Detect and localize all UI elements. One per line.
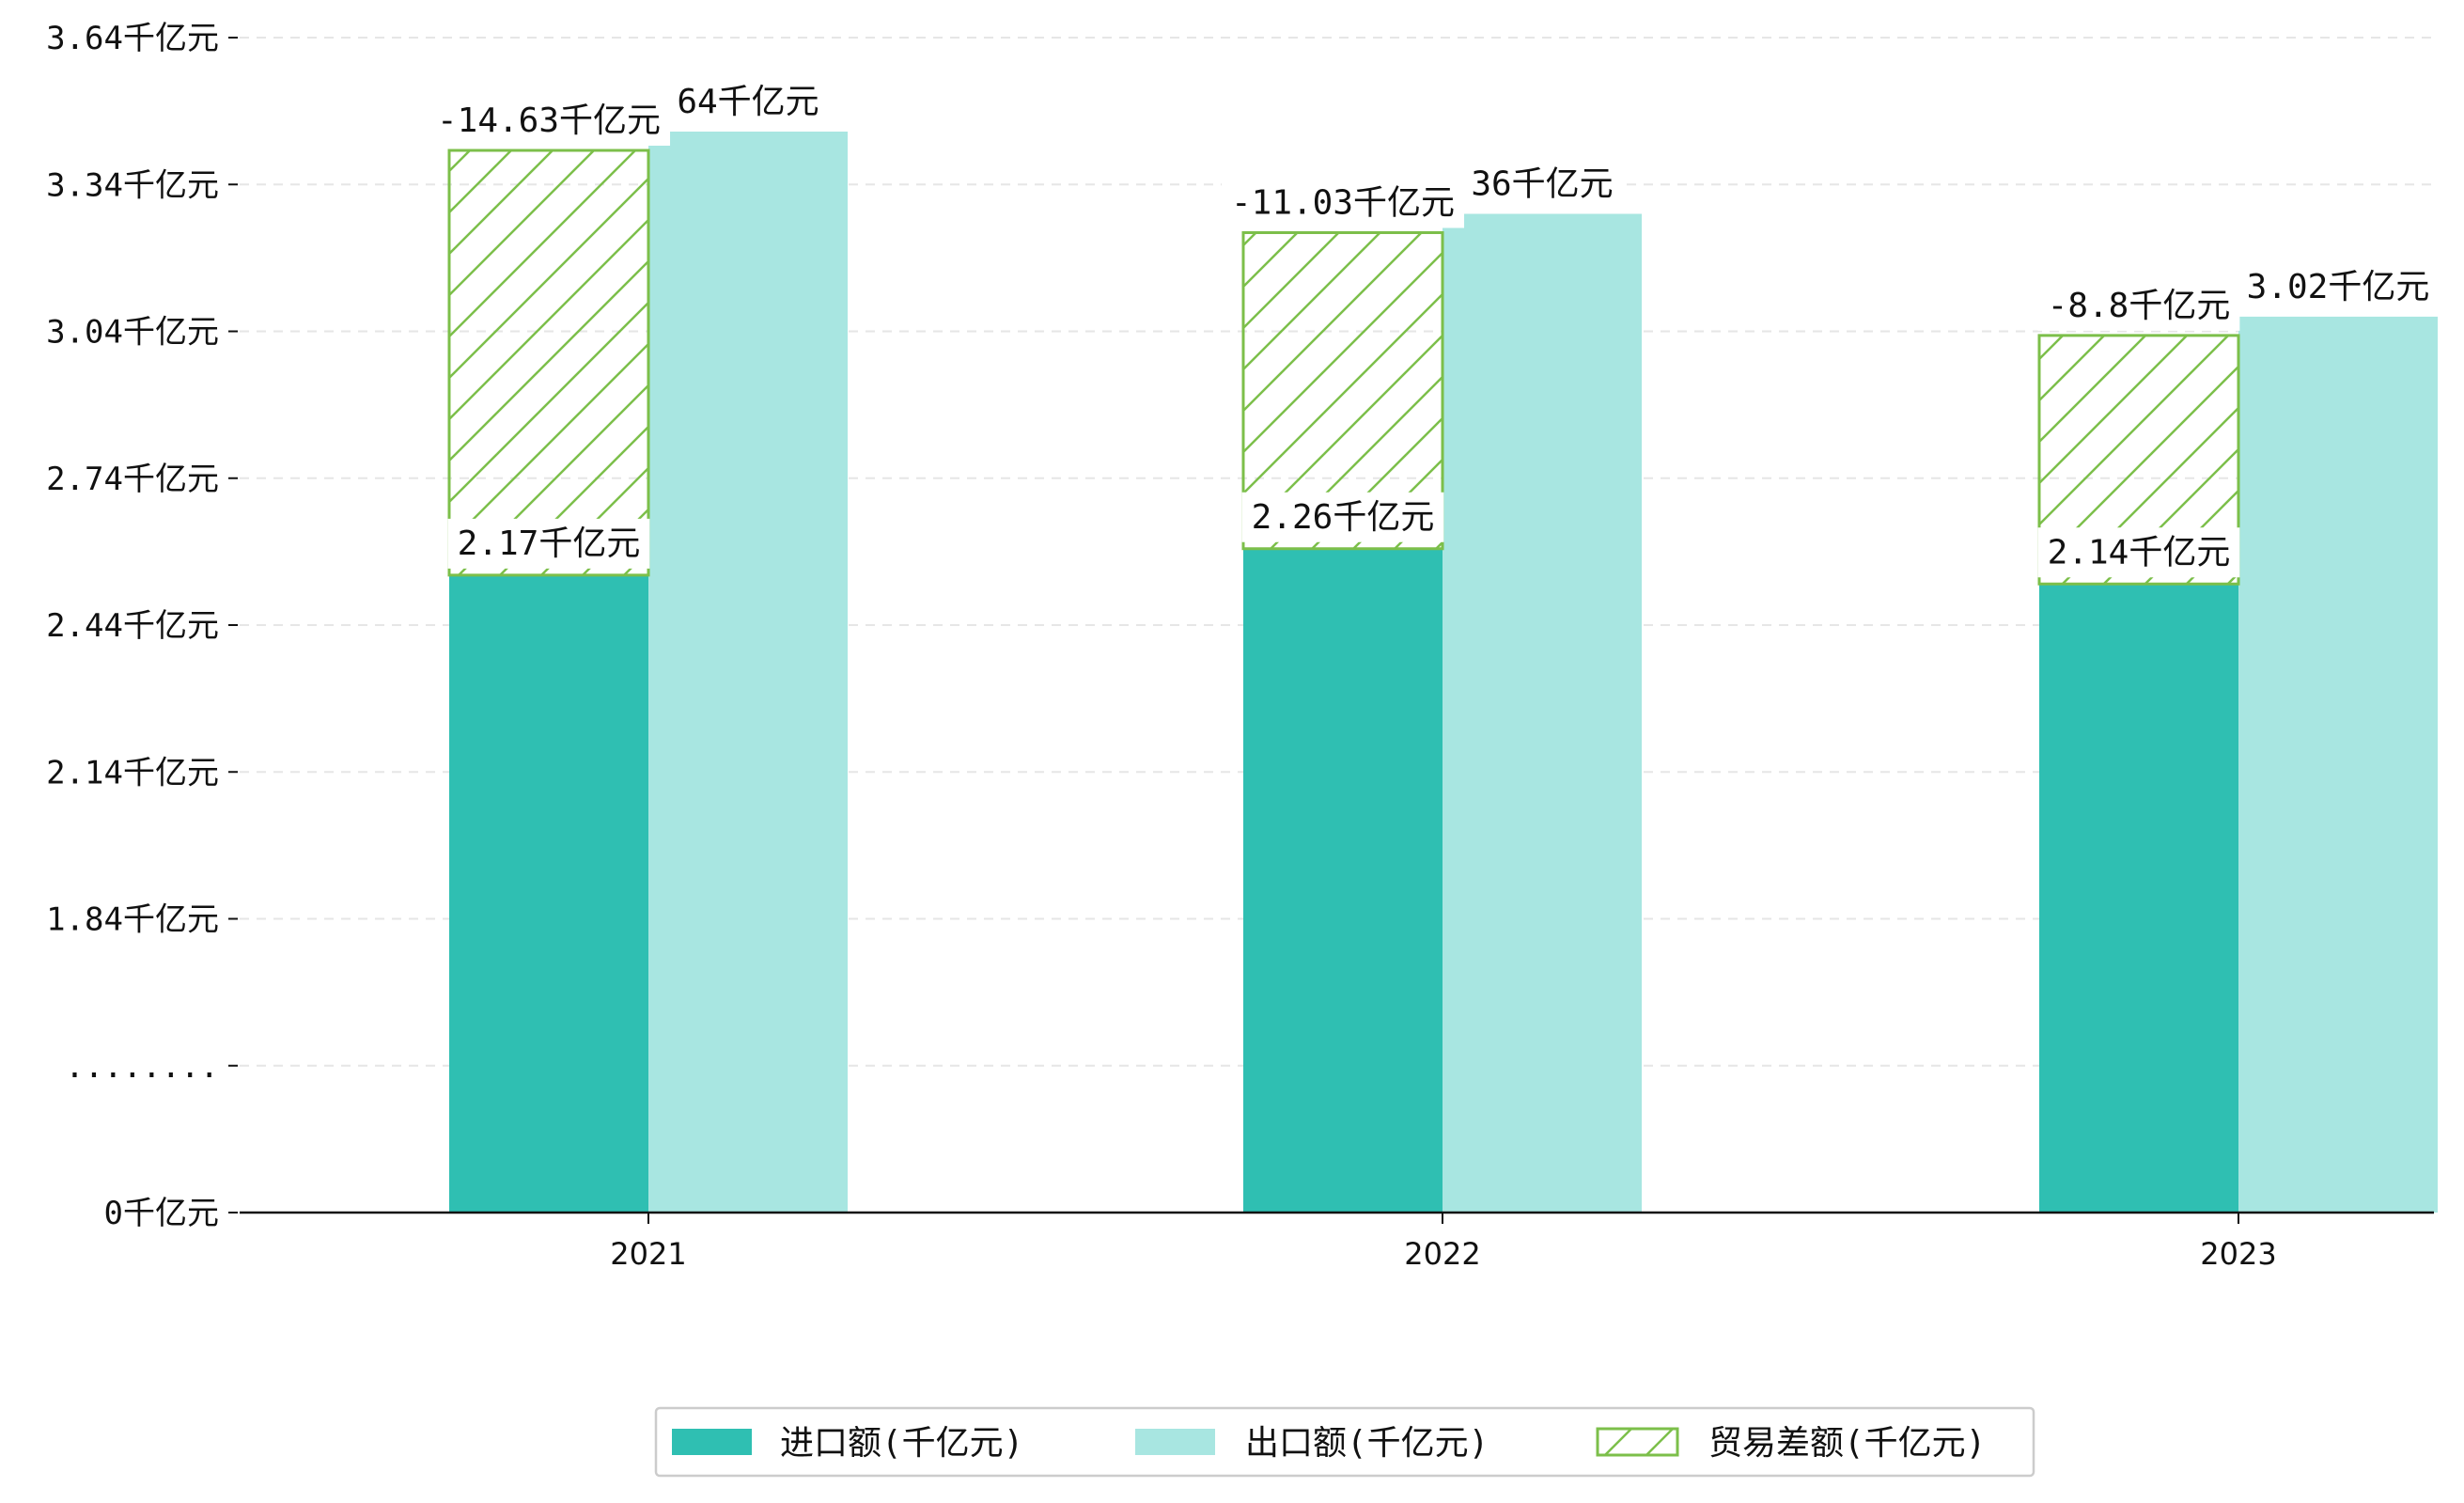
legend: 进口额(千亿元) 出口额(千亿元) 贸易差额(千亿元) bbox=[654, 1406, 2035, 1478]
data-label-import-2021: 2.17千亿元 bbox=[447, 518, 650, 569]
bar-export-2021 bbox=[648, 132, 848, 1213]
bar-import-2022 bbox=[1243, 548, 1443, 1213]
svg-text:-8.8千亿元: -8.8千亿元 bbox=[2048, 287, 2231, 325]
svg-text:36千亿元: 36千亿元 bbox=[1471, 165, 1613, 204]
legend-swatch-balance bbox=[1596, 1427, 1679, 1457]
data-labels: 64千亿元 2.17千亿元 -14.63千亿元 36千亿元 2.26千亿元 -11.03千… bbox=[427, 77, 2440, 578]
svg-text:2.17千亿元: 2.17千亿元 bbox=[458, 524, 641, 563]
legend-swatch-export bbox=[1135, 1429, 1215, 1455]
xtick-label-2023: 2023 bbox=[2200, 1236, 2276, 1272]
xtick-label-2022: 2022 bbox=[1404, 1236, 1480, 1272]
ytick-label: 3.04千亿元 bbox=[46, 314, 219, 352]
legend-box bbox=[654, 1406, 2035, 1478]
ytick-label: 2.44千亿元 bbox=[46, 607, 219, 645]
data-label-import-2023: 2.14千亿元 bbox=[2037, 527, 2240, 578]
ytick-label: 0千亿元 bbox=[104, 1195, 219, 1232]
ytick-label: 1.84千亿元 bbox=[46, 901, 219, 939]
bar-import-2023 bbox=[2039, 584, 2238, 1213]
svg-text:3.02千亿元: 3.02千亿元 bbox=[2247, 268, 2430, 306]
legend-label: 贸易差额(千亿元) bbox=[1708, 1424, 1986, 1463]
data-label-balance-2022: -11.03千亿元 bbox=[1221, 178, 1465, 228]
data-label-export-2022: 36千亿元 bbox=[1461, 159, 1623, 210]
ytick-label: ........ bbox=[65, 1048, 219, 1086]
bar-import-2021 bbox=[449, 574, 648, 1213]
ytick-label: 2.74千亿元 bbox=[46, 461, 219, 498]
ytick-label: 3.34千亿元 bbox=[46, 166, 219, 204]
data-label-balance-2021: -14.63千亿元 bbox=[427, 96, 671, 146]
xtick-label-2021: 2021 bbox=[610, 1236, 686, 1272]
svg-text:2.26千亿元: 2.26千亿元 bbox=[1252, 498, 1435, 537]
data-label-import-2022: 2.26千亿元 bbox=[1241, 492, 1444, 542]
bars bbox=[447, 132, 2438, 1213]
svg-text:2.14千亿元: 2.14千亿元 bbox=[2048, 533, 2231, 571]
data-label-export-2023: 3.02千亿元 bbox=[2237, 261, 2440, 312]
data-label-export-2021: 64千亿元 bbox=[667, 77, 829, 127]
bar-export-2023 bbox=[2238, 316, 2438, 1213]
legend-swatch-import bbox=[672, 1429, 752, 1455]
svg-text:-14.63千亿元: -14.63千亿元 bbox=[437, 102, 661, 140]
bar-balance-2021 bbox=[447, 149, 650, 577]
legend-label: 出口额(千亿元) bbox=[1245, 1424, 1489, 1463]
axes: 0千亿元........ 1.84千亿元 2.14千亿元 2.44千亿元 2.74千亿元… bbox=[46, 20, 2434, 1272]
ytick-label: 3.64千亿元 bbox=[46, 20, 219, 57]
bar-export-2022 bbox=[1443, 213, 1642, 1213]
legend-label: 进口额(千亿元) bbox=[780, 1424, 1023, 1463]
svg-text:-11.03千亿元: -11.03千亿元 bbox=[1231, 184, 1455, 223]
data-label-balance-2023: -8.8千亿元 bbox=[2037, 280, 2240, 331]
svg-text:64千亿元: 64千亿元 bbox=[677, 83, 819, 121]
ytick-label: 2.14千亿元 bbox=[46, 754, 219, 791]
